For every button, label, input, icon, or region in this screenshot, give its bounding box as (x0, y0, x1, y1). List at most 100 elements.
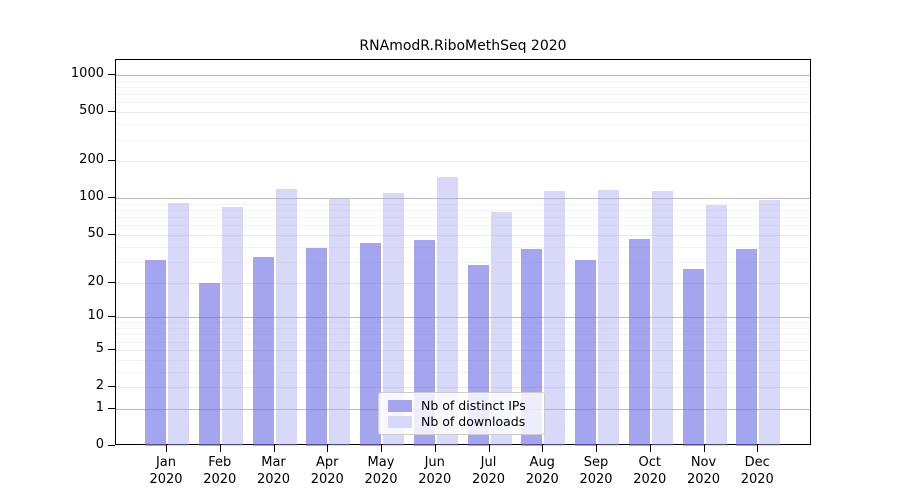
x-tick-label: Aug 2020 (515, 454, 569, 488)
bar-distinct-ips (198, 282, 220, 446)
x-tick-mark (542, 445, 544, 452)
bar-distinct-ips (628, 239, 650, 446)
x-tick-mark (757, 445, 759, 452)
gridline-minor (116, 341, 810, 343)
y-tick-label: 2 (95, 378, 104, 393)
x-tick-year: 2020 (471, 472, 506, 487)
x-tick-month: Feb (208, 455, 232, 470)
gridline-minor (116, 80, 810, 82)
bar-downloads (759, 199, 781, 446)
gridline (116, 282, 810, 284)
gridline-minor (116, 210, 810, 212)
x-tick-year: 2020 (149, 472, 183, 487)
gridline (116, 112, 810, 114)
x-tick-month: Sep (583, 455, 609, 470)
bar-downloads (275, 188, 297, 446)
x-tick-label: Apr 2020 (300, 454, 354, 488)
x-tick-year: 2020 (740, 472, 774, 487)
gridline-minor (116, 334, 810, 336)
gridline-minor (116, 203, 810, 205)
gridline-major (116, 317, 810, 319)
x-tick-mark (434, 445, 436, 452)
y-tick-mark (108, 233, 115, 235)
gridline-minor (116, 86, 810, 88)
gridline-minor (116, 217, 810, 219)
y-tick-label: 50 (87, 225, 104, 241)
y-tick-label: 1 (95, 399, 104, 415)
gridline (116, 161, 810, 163)
x-tick-label: May 2020 (354, 454, 408, 488)
gridline (116, 387, 810, 388)
y-tick-mark (108, 111, 115, 113)
x-tick-year: 2020 (633, 472, 667, 487)
x-tick-year: 2020 (418, 472, 452, 487)
bar-downloads (221, 206, 243, 446)
bar-downloads (329, 198, 351, 446)
y-tick-mark (108, 197, 115, 199)
x-tick-month: Nov (690, 455, 717, 470)
bar-downloads (168, 202, 189, 446)
x-tick-month: Jul (480, 455, 497, 470)
gridline-major (116, 198, 810, 200)
bar-distinct-ips (736, 249, 758, 446)
plot-inner (116, 60, 810, 446)
gridline-minor (116, 322, 810, 324)
x-tick-month: Dec (744, 455, 770, 470)
x-tick-year: 2020 (256, 472, 291, 487)
gridline-major (116, 74, 810, 76)
x-tick-year: 2020 (579, 472, 613, 487)
x-tick-year: 2020 (203, 472, 237, 487)
x-tick-label: Jun 2020 (408, 454, 462, 488)
x-tick-label: Mar 2020 (247, 454, 301, 488)
y-tick-mark (108, 160, 115, 162)
gridline-minor (116, 261, 810, 263)
x-tick-label: Jan 2020 (139, 454, 193, 488)
plot-area (115, 59, 811, 446)
x-tick-year: 2020 (686, 472, 721, 487)
legend: Nb of distinct IPs Nb of downloads (378, 392, 545, 435)
bar-distinct-ips (306, 247, 328, 446)
gridline-minor (116, 94, 810, 96)
bar-distinct-ips (360, 242, 381, 446)
x-tick-mark (649, 445, 651, 452)
bar-distinct-ips (145, 259, 166, 446)
x-tick-label: Sep 2020 (569, 454, 623, 488)
x-tick-mark (219, 445, 221, 452)
x-tick-mark (327, 445, 329, 452)
legend-label-distinct-ips: Nb of distinct IPs (421, 398, 526, 413)
y-tick-label: 20 (87, 273, 104, 289)
bar-downloads (651, 190, 673, 446)
y-tick-label: 0 (95, 437, 104, 452)
bar-downloads (544, 191, 566, 446)
chart-title: RNAmodR.RiboMethSeq 2020 (359, 38, 567, 54)
y-tick-mark (108, 316, 115, 318)
gridline-minor (116, 371, 810, 373)
y-tick-mark (108, 348, 115, 350)
x-tick-month: Jan (155, 455, 177, 470)
gridline (116, 349, 810, 351)
x-tick-month: Aug (529, 455, 555, 470)
gridline-minor (116, 328, 810, 329)
bar-downloads (598, 189, 619, 446)
legend-swatch-downloads (388, 415, 412, 428)
y-tick-mark (108, 73, 115, 75)
gridline-minor (116, 359, 810, 361)
x-tick-month: Apr (316, 455, 339, 470)
legend-swatch-distinct-ips (388, 399, 412, 412)
y-tick-label: 5 (95, 340, 104, 356)
y-tick-label: 200 (79, 152, 104, 168)
x-tick-label: Jul 2020 (462, 454, 516, 488)
x-tick-month: Jun (424, 455, 445, 470)
bar-downloads (383, 193, 404, 446)
bar-downloads (490, 212, 512, 446)
y-tick-mark (108, 281, 115, 283)
x-tick-label: Feb 2020 (193, 454, 247, 488)
y-tick-mark (108, 386, 115, 387)
x-tick-year: 2020 (310, 472, 344, 487)
x-tick-mark (488, 445, 490, 452)
x-tick-year: 2020 (525, 472, 559, 487)
x-tick-mark (166, 445, 167, 452)
gridline (116, 234, 810, 236)
x-tick-month: Oct (638, 455, 661, 470)
bar-distinct-ips (252, 256, 274, 446)
